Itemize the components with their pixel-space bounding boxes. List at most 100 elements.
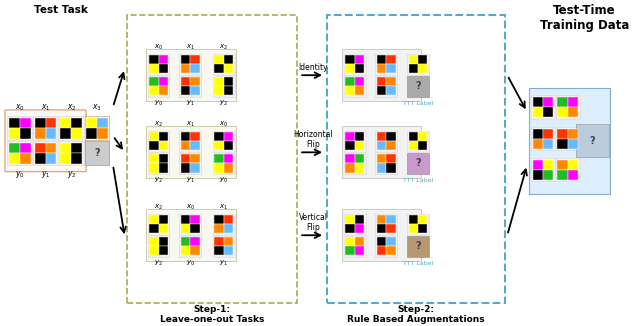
Bar <box>376 214 397 235</box>
Bar <box>149 154 159 163</box>
Text: $x_3$: $x_3$ <box>92 102 102 113</box>
Text: $x_1$: $x_1$ <box>220 203 228 212</box>
Bar <box>345 55 355 64</box>
Bar <box>543 107 554 117</box>
Bar <box>213 153 235 174</box>
Bar <box>556 158 580 181</box>
Bar <box>532 97 543 107</box>
Bar <box>529 88 611 194</box>
Bar <box>377 154 387 163</box>
Bar <box>159 64 168 73</box>
Bar <box>377 246 387 256</box>
Bar <box>213 131 235 152</box>
Text: ?: ? <box>415 241 421 251</box>
Bar <box>556 96 580 119</box>
Bar <box>532 129 543 139</box>
Bar <box>181 55 190 64</box>
Bar <box>190 224 200 233</box>
Bar <box>387 77 396 86</box>
Text: Vertical
Flip: Vertical Flip <box>299 213 328 232</box>
Bar <box>557 170 568 180</box>
Bar <box>86 118 97 128</box>
Bar <box>149 77 159 86</box>
Bar <box>418 55 428 64</box>
Bar <box>409 64 418 73</box>
Text: ?: ? <box>94 148 100 158</box>
Bar <box>179 236 201 257</box>
Bar <box>345 77 355 86</box>
Bar <box>345 224 355 233</box>
Bar <box>409 55 418 64</box>
Bar <box>418 141 428 150</box>
Bar <box>387 163 396 172</box>
Bar <box>149 215 159 224</box>
Bar <box>575 125 609 157</box>
Bar <box>148 153 170 174</box>
Bar <box>355 237 364 246</box>
Bar <box>224 215 234 224</box>
Bar <box>355 163 364 172</box>
Text: ?: ? <box>415 158 421 169</box>
Bar <box>224 64 234 73</box>
Bar <box>45 143 56 153</box>
Bar <box>146 126 236 178</box>
Bar <box>190 86 200 96</box>
Bar <box>355 64 364 73</box>
Text: $x_0$: $x_0$ <box>186 203 195 212</box>
Bar <box>149 237 159 246</box>
Bar <box>387 215 396 224</box>
Text: TTT Label: TTT Label <box>403 178 433 183</box>
Bar <box>224 246 234 256</box>
Bar <box>190 154 200 163</box>
Bar <box>224 77 234 86</box>
Text: ?: ? <box>415 81 421 91</box>
Bar <box>9 143 20 153</box>
Bar <box>342 126 421 178</box>
Bar <box>224 86 234 96</box>
Bar <box>59 141 84 165</box>
Text: $y_1$: $y_1$ <box>41 169 51 180</box>
Bar <box>148 76 170 97</box>
Bar <box>149 141 159 150</box>
Bar <box>387 86 396 96</box>
Bar <box>159 163 168 172</box>
Bar <box>214 77 224 86</box>
Bar <box>35 153 45 164</box>
Bar <box>387 154 396 163</box>
Bar <box>345 237 355 246</box>
Bar <box>59 116 84 140</box>
Bar <box>532 170 543 180</box>
Bar <box>355 215 364 224</box>
Bar <box>214 64 224 73</box>
Bar <box>190 141 200 150</box>
Text: $y_2$: $y_2$ <box>154 175 163 185</box>
Bar <box>376 76 397 97</box>
Bar <box>213 214 235 235</box>
Text: Test-Time
Training Data: Test-Time Training Data <box>540 4 629 32</box>
Bar <box>377 86 387 96</box>
Bar <box>342 49 421 101</box>
Bar <box>409 132 418 141</box>
Bar <box>71 128 82 139</box>
Bar <box>568 129 578 139</box>
Bar <box>556 127 580 150</box>
Bar <box>159 224 168 233</box>
Bar <box>407 153 429 174</box>
Bar <box>20 143 31 153</box>
Text: $y_0$: $y_0$ <box>15 169 25 180</box>
Bar <box>568 170 578 180</box>
Bar <box>377 132 387 141</box>
Bar <box>407 76 429 97</box>
Bar <box>345 64 355 73</box>
Text: Horizontal
Flip: Horizontal Flip <box>293 130 333 149</box>
Text: $y_2$: $y_2$ <box>220 98 228 108</box>
Bar <box>181 141 190 150</box>
Bar <box>159 86 168 96</box>
Bar <box>159 55 168 64</box>
Bar <box>214 55 224 64</box>
Bar <box>45 153 56 164</box>
Bar <box>557 139 568 149</box>
Bar <box>409 224 418 233</box>
Bar <box>543 129 554 139</box>
Bar <box>557 129 568 139</box>
